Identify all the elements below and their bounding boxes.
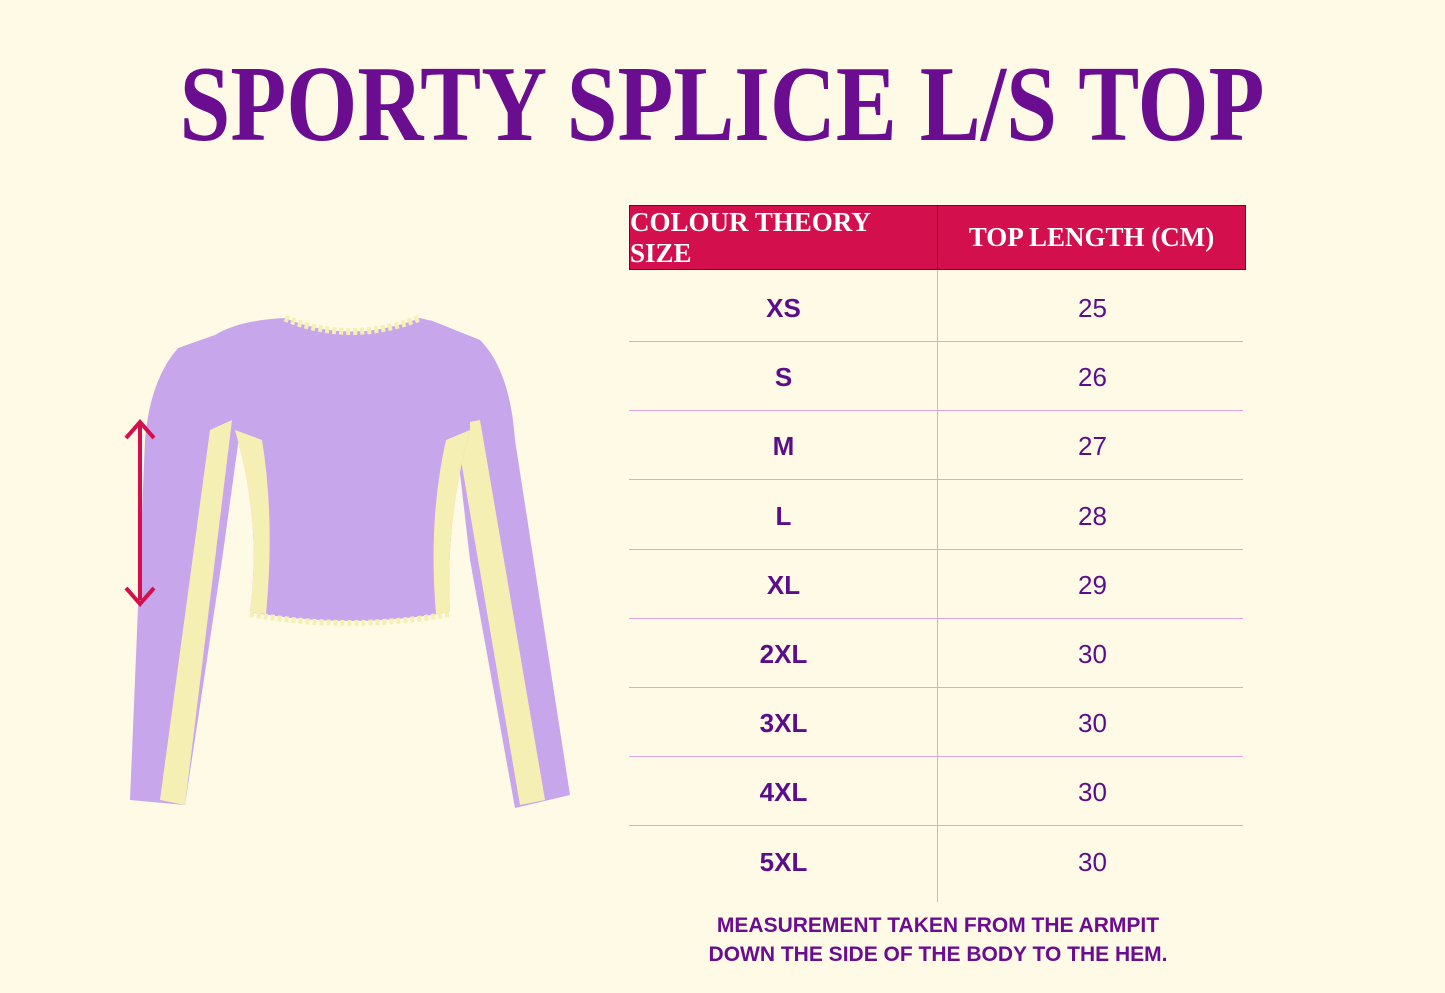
length-cell: 26 <box>1078 362 1107 393</box>
size-cell: XS <box>766 293 801 323</box>
length-cell: 30 <box>1078 846 1107 877</box>
length-cell: 29 <box>1078 569 1107 600</box>
row-separator <box>629 410 1243 412</box>
size-cell: 5XL <box>759 846 808 877</box>
garment-illustration <box>124 314 570 808</box>
header-size: COLOUR THEORY SIZE <box>629 205 938 270</box>
size-cell: XL <box>766 569 801 600</box>
body <box>215 318 470 621</box>
length-cell: 30 <box>1078 708 1107 739</box>
size-cell: M <box>772 431 795 462</box>
title-area: SPORTY SPLICE L/S TOP <box>180 45 1265 164</box>
note-line: DOWN THE SIDE OF THE BODY TO THE HEM. <box>708 943 1168 966</box>
page-title: SPORTY SPLICE L/S TOP <box>180 45 1265 164</box>
row-separator <box>629 687 1243 688</box>
row-separator <box>629 617 1243 619</box>
row-separator <box>629 548 1243 550</box>
size-cell: S <box>774 362 793 393</box>
length-cell: 30 <box>1078 639 1107 669</box>
column-divider <box>937 270 938 902</box>
note-line: MEASUREMENT TAKEN FROM THE ARMPIT <box>716 914 1160 937</box>
length-cell: 28 <box>1078 500 1107 531</box>
hem-trim <box>249 611 451 626</box>
length-cell: 30 <box>1078 777 1107 808</box>
size-cell: 2XL <box>759 639 808 669</box>
size-cell: L <box>775 500 792 531</box>
length-cell: 25 <box>1078 293 1107 323</box>
header-length: TOP LENGTH (CM) <box>937 205 1246 270</box>
right-sleeve-panel <box>455 420 545 805</box>
right-body-panel <box>433 430 470 614</box>
size-cell: 4XL <box>759 777 808 808</box>
arrow-head-top <box>124 418 156 440</box>
row-separator <box>629 756 1243 758</box>
collar-trim <box>283 314 422 335</box>
arrow-head-bottom <box>124 586 156 608</box>
row-separator <box>629 479 1243 481</box>
left-body-panel <box>235 430 270 614</box>
left-sleeve-panel <box>160 420 232 805</box>
row-separator <box>629 341 1243 342</box>
length-cell: 27 <box>1078 431 1107 462</box>
row-separator <box>629 825 1243 827</box>
size-cell: 3XL <box>759 708 808 739</box>
